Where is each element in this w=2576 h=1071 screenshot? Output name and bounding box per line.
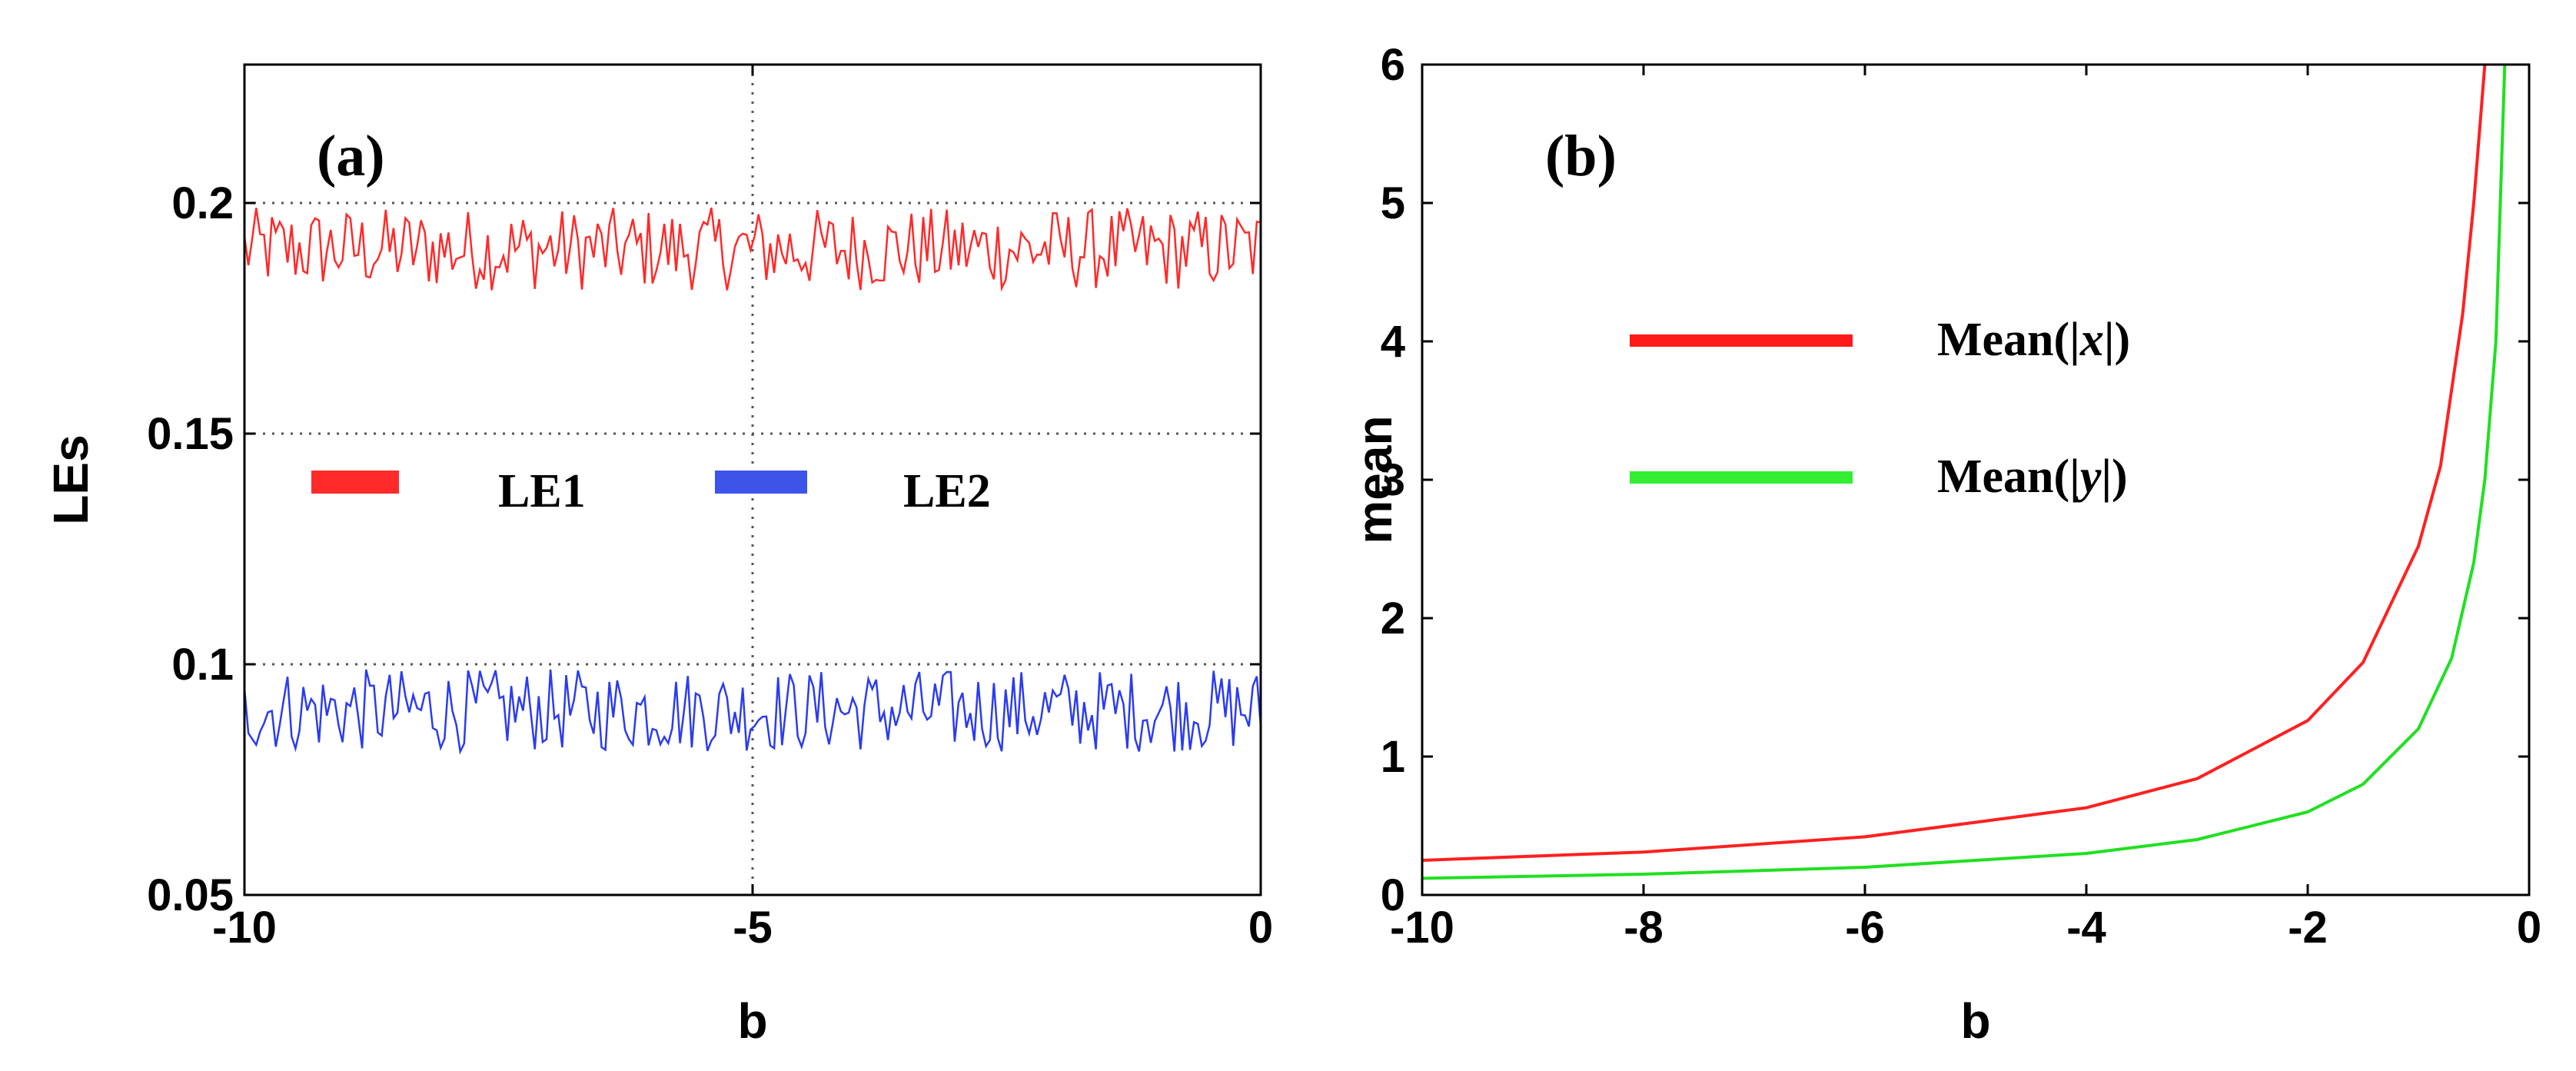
panel-b-y-tick-label: 2 bbox=[1381, 594, 1405, 644]
panel-b-x-tick-label: -10 bbox=[1390, 903, 1454, 953]
panel-a-y-tick-label: 0.05 bbox=[147, 870, 234, 920]
panel-a-x-tick-label: 0 bbox=[1248, 903, 1273, 953]
panel-a-label: (a) bbox=[317, 124, 385, 188]
panel-b-y-tick-label: 1 bbox=[1381, 732, 1405, 782]
panel-b-legend: Mean(|x|) Mean(|y|) bbox=[1630, 314, 2130, 503]
series-line-le2 bbox=[243, 669, 1262, 755]
panel-b-x-tick-label: -2 bbox=[2288, 903, 2328, 953]
panel-b-y-axis-label: mean bbox=[1347, 415, 1402, 544]
panel-a-y-tick-label: 0.15 bbox=[147, 409, 234, 459]
panel-a-y-axis-label: LEs bbox=[43, 434, 98, 524]
panel-b-x-tick-label: -6 bbox=[1845, 903, 1885, 953]
legend-label-mean-y: Mean(|y|) bbox=[1937, 451, 2128, 503]
panel-a-x-axis-label: b bbox=[737, 993, 767, 1049]
series-line-mean-x bbox=[1421, 64, 2487, 862]
panel-a-chart: 0.05 0.1 0.15 0.2 -10 -5 0 (a) LE1 LE2 b LEs bbox=[43, 63, 1273, 1049]
series-line-mean-y bbox=[1421, 64, 2507, 880]
series-line-le1 bbox=[243, 208, 1261, 292]
legend-swatch-mean-y bbox=[1630, 471, 1853, 484]
panel-b-x-axis-label: b bbox=[1960, 993, 1990, 1049]
panel-a-y-tick-label: 0.2 bbox=[171, 178, 234, 228]
panel-a-x-tick-label: -5 bbox=[733, 903, 773, 953]
panel-b-label: (b) bbox=[1545, 124, 1617, 188]
legend-swatch-le1 bbox=[311, 471, 399, 494]
panel-b-series bbox=[1421, 64, 2507, 880]
legend-swatch-mean-x bbox=[1630, 334, 1853, 347]
panel-a-ticks: 0.05 0.1 0.15 0.2 -10 -5 0 bbox=[147, 65, 1273, 953]
panel-b-y-tick-label: 4 bbox=[1381, 317, 1405, 367]
legend-label-mean-x: Mean(|x|) bbox=[1937, 314, 2130, 366]
legend-label-le2: LE2 bbox=[903, 465, 991, 517]
panel-b-x-tick-label: -8 bbox=[1624, 903, 1664, 953]
legend-label-le1: LE1 bbox=[498, 465, 586, 517]
panel-b-chart: 0 1 2 3 4 5 6 -10 -8 -6 -4 -2 0 (b) Mean(|x|) Mean(|… bbox=[1347, 40, 2541, 1049]
panel-a-legend: LE1 LE2 bbox=[311, 465, 991, 517]
panel-b-y-tick-label: 6 bbox=[1381, 40, 1405, 90]
panel-a-x-tick-label: -10 bbox=[212, 903, 277, 953]
panel-b-x-tick-label: -4 bbox=[2066, 903, 2106, 953]
panel-a-y-tick-label: 0.1 bbox=[171, 640, 234, 690]
panel-b-x-tick-label: 0 bbox=[2517, 903, 2541, 953]
panel-b-ticks: 0 1 2 3 4 5 6 -10 -8 -6 -4 -2 0 bbox=[1381, 40, 2541, 953]
panel-b-y-tick-label: 0 bbox=[1381, 870, 1405, 920]
panel-a-series bbox=[243, 208, 1262, 755]
legend-swatch-le2 bbox=[715, 471, 807, 494]
panel-b-y-tick-label: 3 bbox=[1381, 455, 1405, 505]
panel-b-y-tick-label: 5 bbox=[1381, 178, 1405, 228]
